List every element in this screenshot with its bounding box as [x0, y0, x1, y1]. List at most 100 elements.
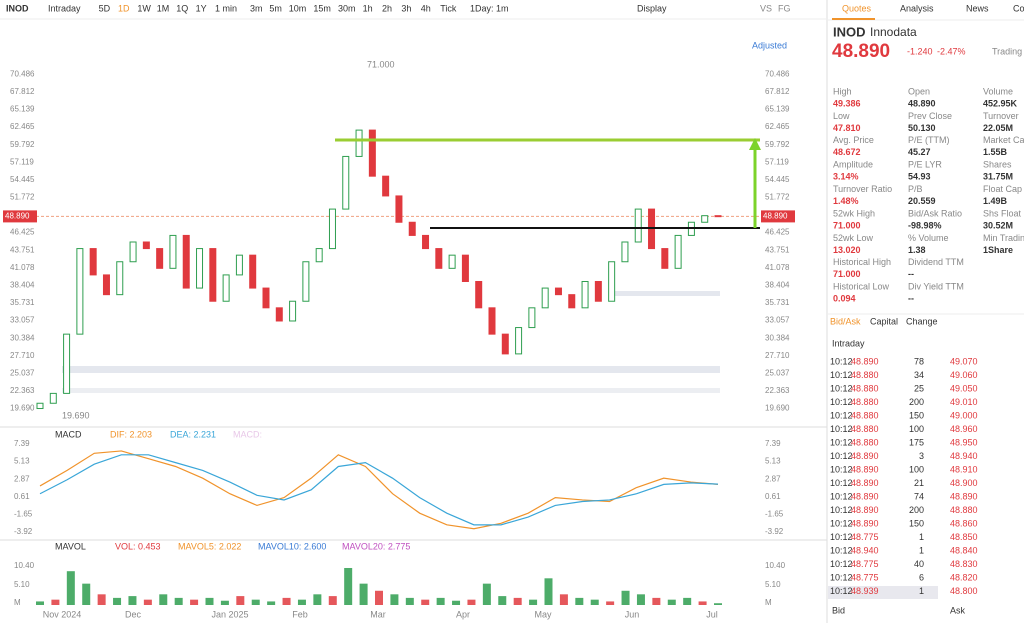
period-button[interactable]: Tick: [440, 3, 457, 13]
y-tick-label: 5.10: [765, 580, 781, 589]
tick-qty: 200: [909, 505, 924, 515]
y-tick-label: 51.772: [765, 193, 790, 202]
symbol[interactable]: INOD: [6, 3, 29, 13]
y-tick-label: 19.690: [765, 404, 790, 413]
period-button[interactable]: 1M: [157, 3, 170, 13]
display-button[interactable]: Display: [637, 3, 667, 13]
stat-label: Float Cap: [983, 184, 1022, 194]
period-button[interactable]: 1Y: [196, 3, 207, 13]
y-tick-label: M: [765, 598, 772, 607]
candle: [182, 234, 190, 289]
sub-tab[interactable]: Bid/Ask: [830, 316, 861, 326]
stat-value: 1.55B: [983, 147, 1008, 157]
stat-value: 452.95K: [983, 98, 1018, 108]
y-tick-label: 5.13: [765, 457, 781, 466]
y-tick-label: 2.87: [14, 474, 30, 483]
candle: [488, 307, 496, 335]
tick-qty: 100: [909, 464, 924, 474]
stat-label: 52wk Low: [833, 233, 874, 243]
candle: [475, 280, 483, 309]
stat-value: 50.130: [908, 123, 936, 133]
stat-label: Low: [833, 111, 850, 121]
volume-bar: [436, 597, 445, 605]
period-button[interactable]: 3m: [250, 3, 263, 13]
tick-price: 48.890: [851, 505, 879, 515]
period-button[interactable]: 1Q: [176, 3, 188, 13]
volume-bar: [251, 599, 260, 605]
stat-value: -98.98%: [908, 220, 942, 230]
volume-bar: [405, 597, 414, 605]
quote-price: 48.890: [832, 41, 890, 62]
period-button[interactable]: 1W: [137, 3, 151, 13]
period-button[interactable]: 1 min: [215, 3, 237, 13]
adjusted-toggle[interactable]: Adjusted: [752, 40, 787, 50]
tick-qty: 100: [909, 424, 924, 434]
fg-button[interactable]: FG: [778, 3, 791, 13]
zone: [62, 388, 720, 393]
volume-bar: [297, 599, 306, 605]
tick-time: 10:12: [830, 586, 853, 596]
stat-value: 48.672: [833, 147, 861, 157]
y-tick-label: 19.690: [10, 404, 35, 413]
stat-value: 13.020: [833, 245, 861, 255]
tick-time: 10:12: [830, 370, 853, 380]
y-tick-label: -3.92: [765, 527, 784, 536]
tab[interactable]: Analysis: [900, 3, 934, 13]
tick-price: 48.890: [851, 518, 879, 528]
sub-tab[interactable]: Capital: [870, 316, 898, 326]
stat-value: 48.890: [908, 98, 936, 108]
y-tick-label: 7.39: [765, 439, 781, 448]
vs-button[interactable]: VS: [760, 3, 772, 13]
ladder-price: 48.850: [950, 532, 978, 542]
stat-value: 30.52M: [983, 220, 1013, 230]
volume-bar: [66, 571, 75, 605]
candle: [435, 248, 443, 269]
period-button[interactable]: 5D: [99, 3, 111, 13]
candle: [89, 248, 97, 276]
period-button[interactable]: 1Day: 1m: [470, 3, 509, 13]
period-button[interactable]: 1D: [118, 3, 130, 13]
candle: [235, 254, 243, 276]
period-button[interactable]: 4h: [421, 3, 431, 13]
period-button[interactable]: 3h: [401, 3, 411, 13]
candle: [701, 215, 709, 223]
volume-bar: [698, 601, 707, 605]
tick-price: 48.880: [851, 370, 879, 380]
stat-label: 52wk High: [833, 208, 875, 218]
period-button[interactable]: 5m: [269, 3, 282, 13]
period-button[interactable]: 10m: [289, 3, 307, 13]
volume-bar: [636, 594, 645, 605]
stat-label: Div Yield TTM: [908, 282, 964, 292]
tab[interactable]: Quotes: [842, 3, 872, 13]
y-tick-label: 41.078: [765, 263, 790, 272]
tick-price: 48.775: [851, 532, 879, 542]
y-tick-label: -1.65: [765, 509, 784, 518]
tick-price: 48.880: [851, 397, 879, 407]
x-tick-label: Dec: [125, 609, 142, 619]
tick-time: 10:12: [830, 532, 853, 542]
volume-bar: [97, 594, 106, 605]
tick-price: 48.880: [851, 410, 879, 420]
tab[interactable]: News: [966, 3, 989, 13]
ladder-price: 48.830: [950, 559, 978, 569]
stat-label: Turnover: [983, 111, 1019, 121]
period-button[interactable]: 15m: [313, 3, 331, 13]
y-tick-label: 65.139: [765, 105, 790, 114]
period-button[interactable]: Intraday: [48, 3, 81, 13]
tick-qty: 6: [919, 572, 924, 582]
ladder-price: 48.860: [950, 518, 978, 528]
y-tick-label: 22.363: [765, 386, 790, 395]
stat-label: P/E LYR: [908, 160, 942, 170]
y-tick-label: -1.65: [14, 509, 33, 518]
period-button[interactable]: 1h: [363, 3, 373, 13]
tick-price: 48.880: [851, 383, 879, 393]
sub-tab[interactable]: Change: [906, 316, 938, 326]
intraday-select[interactable]: Intraday: [832, 338, 865, 348]
tab[interactable]: Co: [1013, 3, 1024, 13]
stat-value: --: [908, 294, 914, 304]
period-button[interactable]: 2h: [382, 3, 392, 13]
macd-title: MACD: [55, 429, 82, 439]
stat-label: Shs Float: [983, 208, 1022, 218]
period-button[interactable]: 30m: [338, 3, 356, 13]
